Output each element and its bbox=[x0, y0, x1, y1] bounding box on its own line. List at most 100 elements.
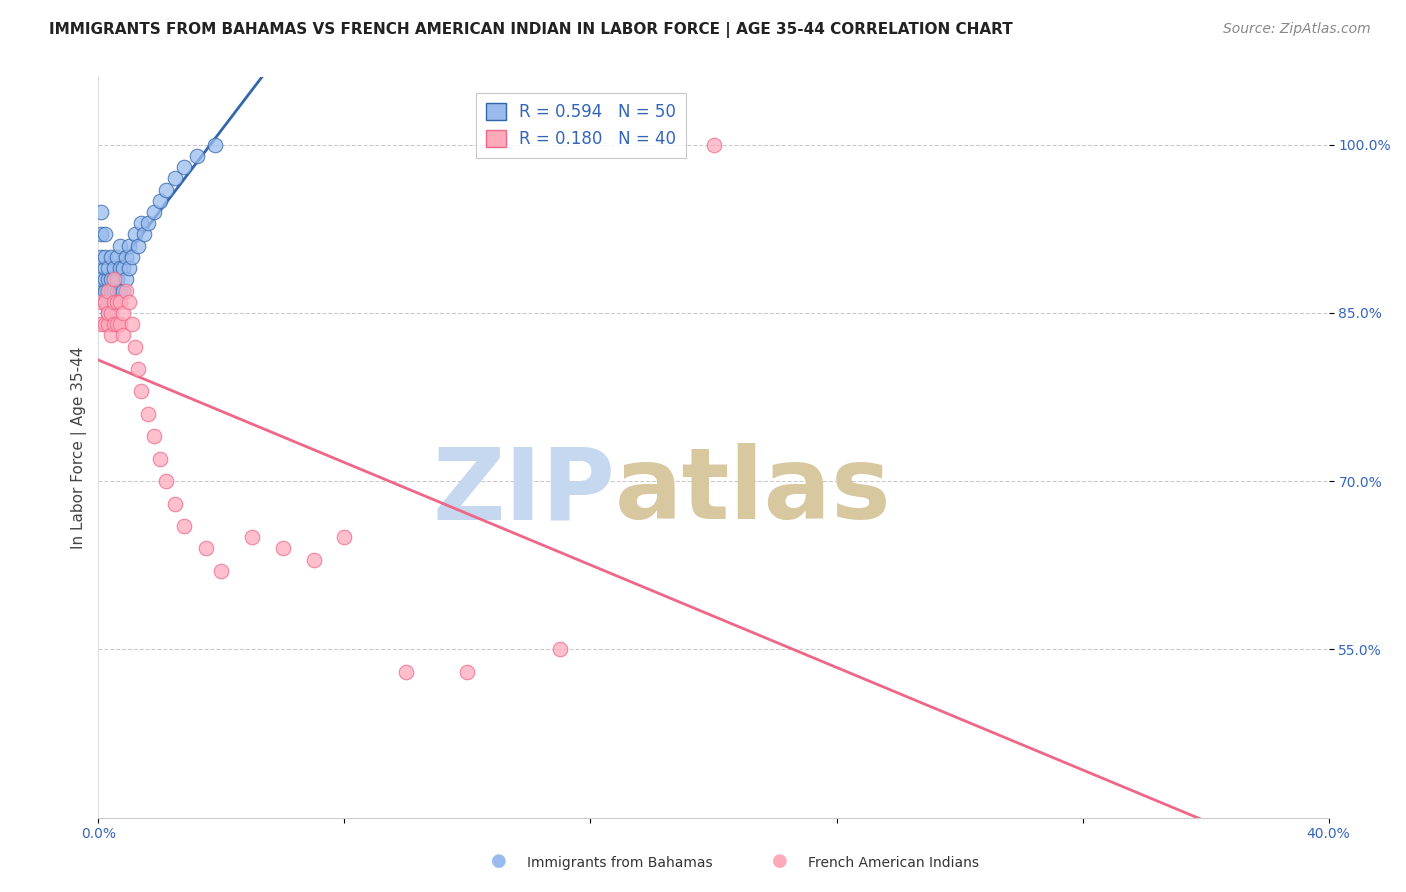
Point bbox=[186, 149, 208, 163]
Point bbox=[204, 137, 226, 152]
Text: IMMIGRANTS FROM BAHAMAS VS FRENCH AMERICAN INDIAN IN LABOR FORCE | AGE 35-44 COR: IMMIGRANTS FROM BAHAMAS VS FRENCH AMERIC… bbox=[49, 22, 1012, 38]
Legend: R = 0.594   N = 50, R = 0.180   N = 40: R = 0.594 N = 50, R = 0.180 N = 40 bbox=[475, 93, 686, 158]
Point bbox=[456, 665, 478, 679]
Point bbox=[93, 294, 115, 309]
Point bbox=[131, 216, 153, 230]
Point bbox=[108, 261, 131, 276]
Point bbox=[173, 160, 195, 174]
Point bbox=[97, 306, 120, 320]
Point bbox=[105, 294, 128, 309]
Point bbox=[93, 250, 115, 264]
Point bbox=[97, 272, 120, 286]
Point bbox=[195, 541, 218, 556]
Point bbox=[111, 261, 134, 276]
Text: Immigrants from Bahamas: Immigrants from Bahamas bbox=[527, 855, 713, 870]
Point bbox=[131, 384, 153, 399]
Point bbox=[103, 294, 125, 309]
Point bbox=[115, 250, 138, 264]
Point bbox=[105, 272, 128, 286]
Text: ●: ● bbox=[772, 852, 789, 870]
Point bbox=[149, 451, 172, 466]
Point bbox=[103, 272, 125, 286]
Point bbox=[118, 238, 141, 252]
Point bbox=[115, 284, 138, 298]
Text: French American Indians: French American Indians bbox=[808, 855, 980, 870]
Point bbox=[111, 284, 134, 298]
Point bbox=[93, 261, 115, 276]
Point bbox=[90, 317, 112, 331]
Point bbox=[134, 227, 156, 242]
Point bbox=[121, 250, 143, 264]
Point bbox=[118, 294, 141, 309]
Text: ●: ● bbox=[491, 852, 508, 870]
Point bbox=[142, 429, 165, 443]
Y-axis label: In Labor Force | Age 35-44: In Labor Force | Age 35-44 bbox=[72, 346, 87, 549]
Point bbox=[103, 284, 125, 298]
Point bbox=[395, 665, 418, 679]
Point bbox=[149, 194, 172, 208]
Point bbox=[111, 328, 134, 343]
Point bbox=[97, 284, 120, 298]
Point bbox=[209, 564, 232, 578]
Point bbox=[155, 183, 177, 197]
Point bbox=[105, 250, 128, 264]
Point bbox=[100, 306, 122, 320]
Point bbox=[333, 530, 356, 544]
Point bbox=[105, 284, 128, 298]
Point bbox=[100, 272, 122, 286]
Point bbox=[271, 541, 294, 556]
Point bbox=[93, 284, 115, 298]
Point bbox=[90, 227, 112, 242]
Point bbox=[111, 306, 134, 320]
Point bbox=[103, 294, 125, 309]
Point bbox=[108, 317, 131, 331]
Point bbox=[100, 294, 122, 309]
Point bbox=[155, 474, 177, 488]
Point bbox=[108, 294, 131, 309]
Point bbox=[115, 272, 138, 286]
Point bbox=[142, 205, 165, 219]
Point bbox=[173, 519, 195, 533]
Point bbox=[90, 272, 112, 286]
Point bbox=[548, 642, 571, 657]
Point bbox=[97, 294, 120, 309]
Point bbox=[93, 294, 115, 309]
Point bbox=[93, 317, 115, 331]
Point bbox=[108, 238, 131, 252]
Text: ZIP: ZIP bbox=[432, 443, 614, 541]
Point bbox=[100, 317, 122, 331]
Point bbox=[136, 216, 159, 230]
Point bbox=[90, 284, 112, 298]
Point bbox=[100, 284, 122, 298]
Point bbox=[97, 317, 120, 331]
Point bbox=[105, 317, 128, 331]
Point bbox=[103, 272, 125, 286]
Point bbox=[702, 137, 724, 152]
Point bbox=[118, 261, 141, 276]
Point bbox=[93, 272, 115, 286]
Point bbox=[90, 294, 112, 309]
Point bbox=[100, 328, 122, 343]
Point bbox=[302, 552, 325, 566]
Point bbox=[90, 250, 112, 264]
Point bbox=[97, 261, 120, 276]
Point bbox=[121, 317, 143, 331]
Point bbox=[127, 362, 149, 376]
Point bbox=[93, 227, 115, 242]
Point bbox=[103, 317, 125, 331]
Point bbox=[97, 306, 120, 320]
Text: Source: ZipAtlas.com: Source: ZipAtlas.com bbox=[1223, 22, 1371, 37]
Point bbox=[127, 238, 149, 252]
Point bbox=[124, 340, 146, 354]
Text: atlas: atlas bbox=[614, 443, 891, 541]
Point bbox=[100, 250, 122, 264]
Point bbox=[136, 407, 159, 421]
Point bbox=[108, 284, 131, 298]
Point bbox=[240, 530, 263, 544]
Point bbox=[90, 205, 112, 219]
Point bbox=[165, 171, 187, 186]
Point bbox=[97, 284, 120, 298]
Point bbox=[124, 227, 146, 242]
Point bbox=[165, 497, 187, 511]
Point bbox=[103, 261, 125, 276]
